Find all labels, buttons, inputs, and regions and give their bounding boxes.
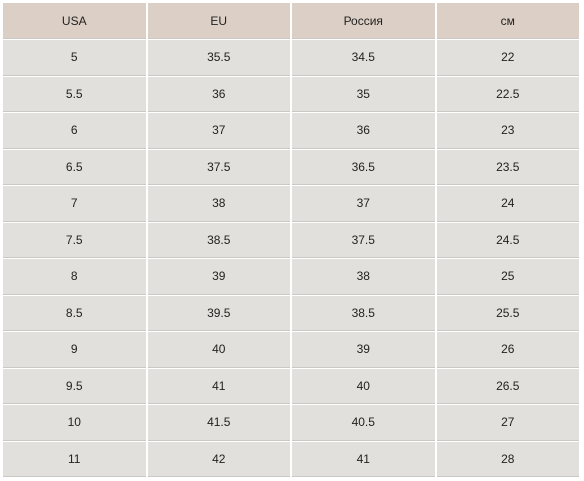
table-cell: 37.5 [292, 222, 435, 257]
table-row: 9.5 41 40 26.5 [3, 368, 579, 403]
table-cell: 9 [3, 332, 146, 367]
table-row: 7 38 37 24 [3, 186, 579, 221]
table-cell: 38.5 [147, 222, 290, 257]
table-cell: 37 [292, 186, 435, 221]
table-cell: 40 [292, 368, 435, 403]
table-cell: 10 [3, 405, 146, 440]
table-cell: 27 [436, 405, 579, 440]
table-cell: 36 [147, 76, 290, 111]
table-cell: 40 [147, 332, 290, 367]
table-row: 7.5 38.5 37.5 24.5 [3, 222, 579, 257]
table-body: 5 35.5 34.5 22 5.5 36 35 22.5 6 37 36 23 6.5 37.5 36.5… [3, 40, 579, 476]
table-cell: 7 [3, 186, 146, 221]
table-cell: 37.5 [147, 149, 290, 184]
table-cell: 38 [147, 186, 290, 221]
table-row: 9 40 39 26 [3, 332, 579, 367]
table-cell: 26 [436, 332, 579, 367]
table-cell: 22 [436, 40, 579, 75]
header-cell: USA [3, 3, 146, 38]
table-cell: 39 [147, 259, 290, 294]
table-row: 5.5 36 35 22.5 [3, 76, 579, 111]
table-cell: 6.5 [3, 149, 146, 184]
table-cell: 22.5 [436, 76, 579, 111]
table-head: USA EU Россия см [3, 3, 579, 38]
table-cell: 34.5 [292, 40, 435, 75]
header-row: USA EU Россия см [3, 3, 579, 38]
table-cell: 38.5 [292, 295, 435, 330]
table-cell: 5.5 [3, 76, 146, 111]
table-cell: 8.5 [3, 295, 146, 330]
table-row: 5 35.5 34.5 22 [3, 40, 579, 75]
table-cell: 23 [436, 113, 579, 148]
table-cell: 39 [292, 332, 435, 367]
table-cell: 42 [147, 441, 290, 476]
table-cell: 6 [3, 113, 146, 148]
header-cell: Россия [292, 3, 435, 38]
table-cell: 36.5 [292, 149, 435, 184]
table-cell: 35 [292, 76, 435, 111]
table-cell: 36 [292, 113, 435, 148]
table-cell: 41 [147, 368, 290, 403]
table-row: 10 41.5 40.5 27 [3, 405, 579, 440]
table-cell: 23.5 [436, 149, 579, 184]
table-cell: 5 [3, 40, 146, 75]
table-row: 8 39 38 25 [3, 259, 579, 294]
table-cell: 28 [436, 441, 579, 476]
table-cell: 7.5 [3, 222, 146, 257]
header-cell: EU [147, 3, 290, 38]
table-cell: 41.5 [147, 405, 290, 440]
table-row: 8.5 39.5 38.5 25.5 [3, 295, 579, 330]
table-row: 11 42 41 28 [3, 441, 579, 476]
table-row: 6.5 37.5 36.5 23.5 [3, 149, 579, 184]
table-cell: 39.5 [147, 295, 290, 330]
table-cell: 40.5 [292, 405, 435, 440]
table-cell: 26.5 [436, 368, 579, 403]
table-cell: 11 [3, 441, 146, 476]
table-row: 6 37 36 23 [3, 113, 579, 148]
header-cell: см [436, 3, 579, 38]
table-cell: 38 [292, 259, 435, 294]
table-cell: 35.5 [147, 40, 290, 75]
table-cell: 24 [436, 186, 579, 221]
table-cell: 25.5 [436, 295, 579, 330]
table-cell: 24.5 [436, 222, 579, 257]
table-cell: 25 [436, 259, 579, 294]
table-cell: 37 [147, 113, 290, 148]
table-cell: 41 [292, 441, 435, 476]
table-cell: 8 [3, 259, 146, 294]
table-cell: 9.5 [3, 368, 146, 403]
